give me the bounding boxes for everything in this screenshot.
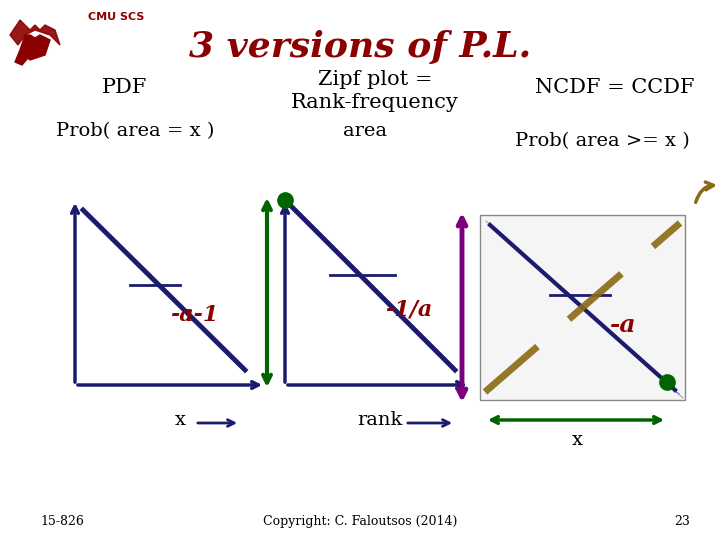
Text: 23: 23 [674,515,690,528]
Text: CMU SCS: CMU SCS [88,12,145,22]
Text: x: x [174,411,186,429]
Text: Prob( area >= x ): Prob( area >= x ) [515,132,690,150]
Text: Copyright: C. Faloutsos (2014): Copyright: C. Faloutsos (2014) [263,515,457,528]
Text: Zipf plot =
Rank-frequency: Zipf plot = Rank-frequency [291,70,459,112]
Polygon shape [20,35,50,60]
Text: Prob( area = x ): Prob( area = x ) [56,122,214,140]
Text: -a-1: -a-1 [170,304,218,326]
Text: x: x [572,431,583,449]
Polygon shape [15,50,28,65]
Text: -1/a: -1/a [385,299,432,321]
Text: PDF: PDF [102,78,148,97]
Text: 15-826: 15-826 [40,515,84,528]
Text: area: area [343,122,387,140]
Bar [480,215,685,400]
Polygon shape [10,20,60,45]
Text: rank: rank [357,411,402,429]
Text: 3 versions of P.L.: 3 versions of P.L. [189,30,531,64]
Text: -a: -a [610,313,636,337]
Text: NCDF = CCDF: NCDF = CCDF [535,78,695,97]
